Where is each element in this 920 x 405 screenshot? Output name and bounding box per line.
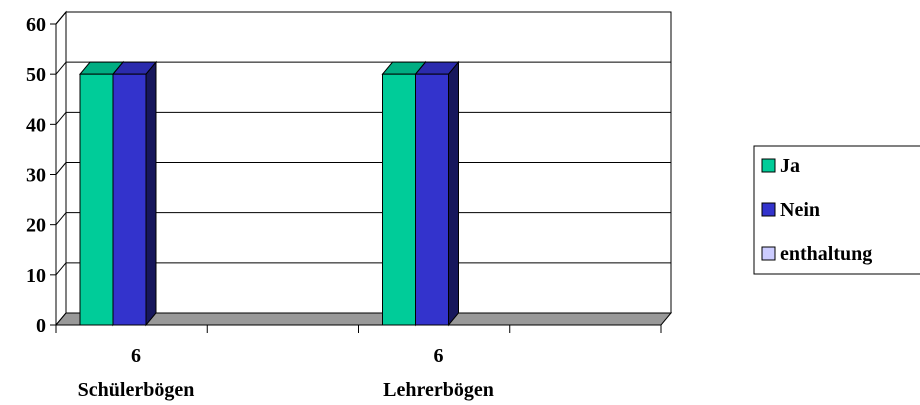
y-tick-label: 40: [26, 114, 46, 136]
legend-swatch-nein: [761, 202, 776, 217]
x-tick-label-top: 6: [131, 345, 141, 367]
gridlines: [55, 11, 671, 276]
bar-nein-2: [414, 60, 460, 327]
gridline-side: [55, 162, 67, 175]
x-tick-label-bottom: Lehrerbögen: [383, 379, 494, 401]
legend-label-ja: Ja: [780, 155, 800, 177]
bar-side: [448, 60, 459, 327]
y-tick-label: 30: [26, 165, 46, 187]
bar-front: [112, 73, 147, 326]
x-tick-label-top: 6: [434, 345, 444, 367]
gridline-side: [55, 262, 67, 276]
legend-box: [753, 145, 920, 275]
axes: [50, 23, 662, 333]
bar-front: [382, 73, 416, 326]
legend-label-enthaltung: enthaltung: [780, 243, 872, 265]
y-tick-label: 10: [26, 265, 46, 287]
legend-swatch-ja: [761, 158, 776, 173]
legend-label-nein: Nein: [780, 199, 820, 221]
gridline-side: [55, 61, 67, 75]
x-tick-labels: 6 Schülerbögen 6 Lehrerbögen: [78, 345, 494, 401]
gridline-side: [55, 11, 67, 25]
gridline-side: [55, 112, 67, 125]
y-tick-label: 0: [36, 315, 46, 337]
legend: Ja Nein enthaltung: [753, 145, 920, 275]
legend-swatch-enthaltung: [761, 246, 776, 261]
y-tick-labels: 0 10 20 30 40 50 60: [26, 14, 46, 337]
gridline-side: [55, 212, 67, 225]
bar-side: [145, 60, 157, 327]
y-tick-label: 50: [26, 64, 46, 86]
bar-nein-1: [111, 60, 158, 327]
bar-front: [415, 73, 449, 326]
y-tick-label: 20: [26, 215, 46, 237]
x-tick-label-bottom: Schülerbögen: [78, 379, 195, 401]
bar-front: [79, 73, 114, 326]
y-tick-label: 60: [26, 14, 46, 36]
